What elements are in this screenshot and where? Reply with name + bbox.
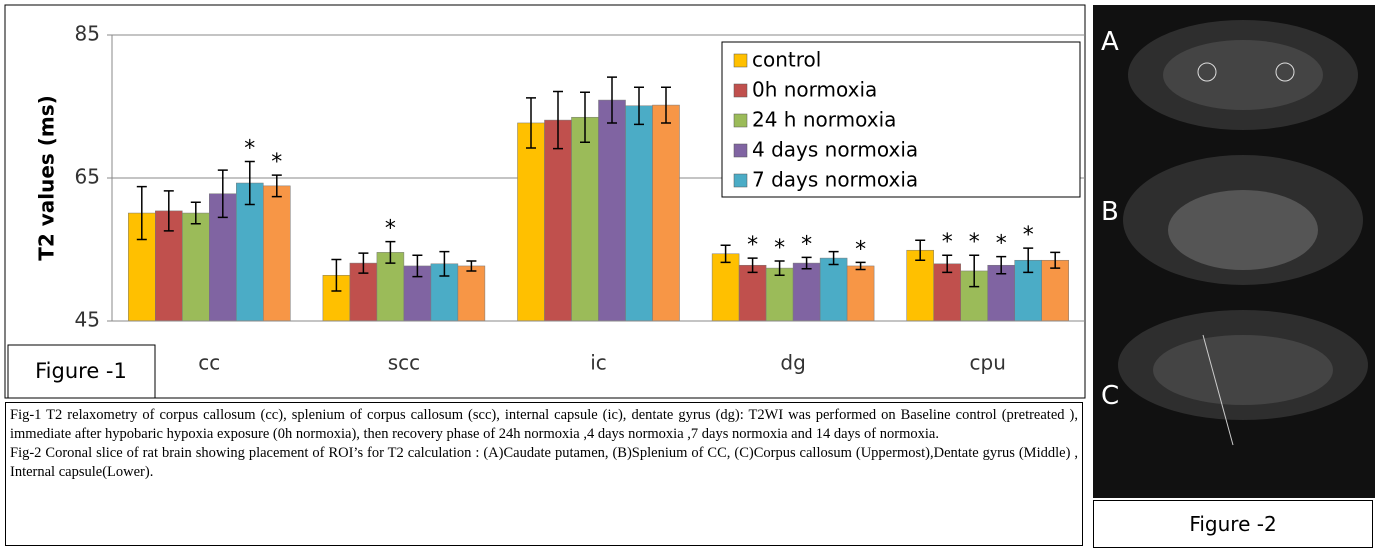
bar	[820, 258, 847, 321]
legend-label: 4 days normoxia	[752, 138, 918, 162]
significance-marker: *	[244, 137, 255, 162]
x-tick-label: cpu	[970, 351, 1006, 375]
y-tick-label: 85	[75, 22, 100, 46]
y-tick-label: 45	[75, 308, 100, 332]
brain-images: A B C	[1093, 5, 1375, 498]
x-tick-label: scc	[388, 351, 420, 375]
legend-label: control	[752, 48, 821, 72]
significance-marker: *	[271, 150, 282, 175]
legend-label: 0h normoxia	[752, 78, 877, 102]
bar	[766, 268, 793, 321]
bar	[847, 266, 874, 321]
y-axis-label: T2 values (ms)	[35, 95, 59, 261]
page: T2 values (ms) Figure -1 45 65 85 cc * * scc * i…	[0, 0, 1377, 552]
significance-marker: *	[942, 230, 953, 255]
figure-label: Figure -1	[35, 359, 127, 383]
bar	[518, 123, 545, 321]
bar	[263, 186, 290, 321]
panel-label: B	[1101, 197, 1119, 227]
significance-marker: *	[996, 232, 1007, 257]
bar	[653, 105, 680, 321]
legend-label: 7 days normoxia	[752, 168, 918, 192]
legend-swatch	[734, 54, 747, 67]
brain-slice	[1153, 335, 1333, 405]
figure-label: Figure -2	[1093, 500, 1373, 548]
significance-marker: *	[969, 230, 980, 255]
panel-label: C	[1101, 381, 1119, 411]
bar	[739, 265, 766, 321]
brain-panels	[1093, 5, 1375, 498]
bar	[182, 213, 209, 321]
significance-marker: *	[1023, 223, 1034, 248]
significance-marker: *	[747, 233, 758, 258]
significance-marker: *	[385, 217, 396, 242]
brain-slice	[1168, 190, 1318, 270]
chart: T2 values (ms) Figure -1 45 65 85 cc * * scc * i…	[0, 0, 1090, 400]
bar	[793, 263, 820, 321]
bar	[545, 120, 572, 321]
x-tick-label: cc	[198, 351, 220, 375]
brain-slice	[1163, 40, 1323, 110]
caption-text: Fig-1 T2 relaxometry of corpus callosum …	[10, 406, 1078, 444]
bar	[572, 117, 599, 321]
x-tick-label: dg	[780, 351, 805, 375]
bar	[712, 254, 739, 321]
significance-marker: *	[855, 237, 866, 262]
bar	[599, 100, 626, 321]
legend-label: 24 h normoxia	[752, 108, 896, 132]
y-tick-label: 65	[75, 165, 100, 189]
caption: Fig-1 T2 relaxometry of corpus callosum …	[5, 402, 1083, 546]
bar	[458, 266, 485, 321]
bar	[626, 106, 653, 321]
x-tick-label: ic	[590, 351, 607, 375]
legend-swatch	[734, 84, 747, 97]
legend-swatch	[734, 114, 747, 127]
caption-text: Fig-2 Coronal slice of rat brain showing…	[10, 444, 1078, 482]
significance-marker: *	[774, 236, 785, 261]
significance-marker: *	[801, 232, 812, 257]
legend-swatch	[734, 174, 747, 187]
legend-swatch	[734, 144, 747, 157]
panel-label: A	[1101, 27, 1119, 57]
bar	[1042, 260, 1069, 321]
